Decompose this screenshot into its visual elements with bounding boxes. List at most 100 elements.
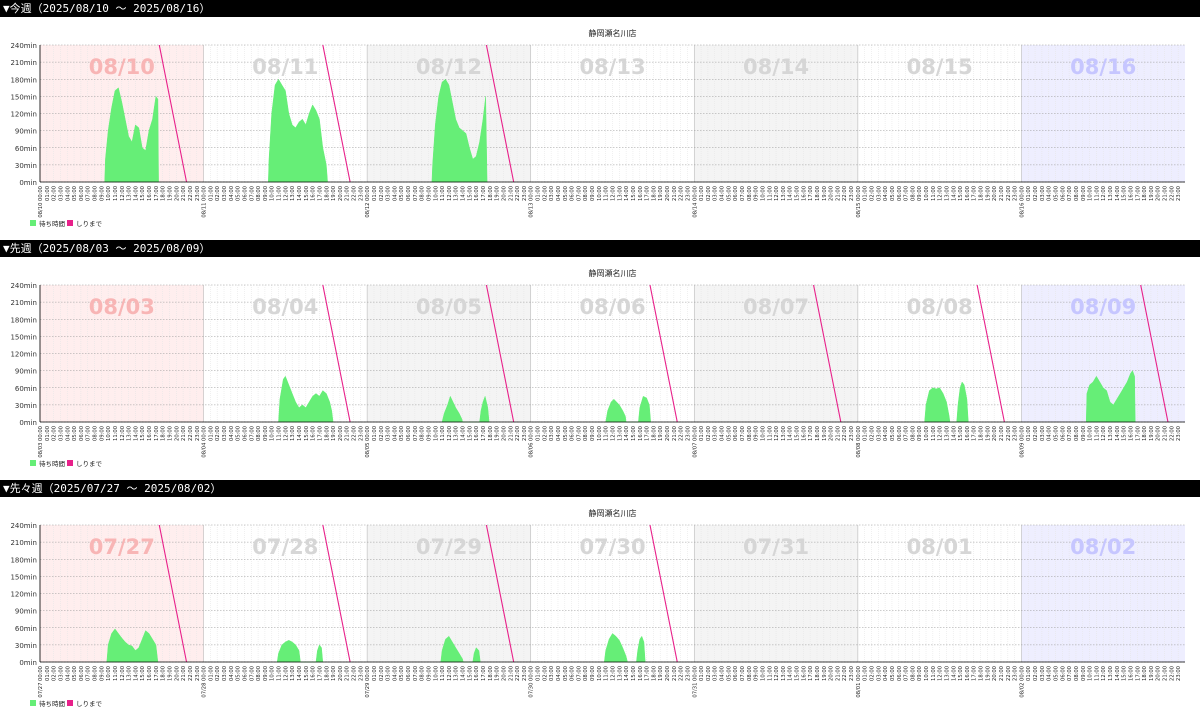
- y-tick-label: 210min: [10, 539, 37, 547]
- x-tick-label: 23:00: [849, 426, 855, 441]
- x-tick-label: 20:00: [829, 426, 835, 441]
- x-tick-label: 03:00: [386, 186, 392, 201]
- x-tick-label: 19:00: [167, 666, 173, 681]
- x-tick-label: 08:00: [420, 426, 426, 441]
- x-tick-label: 18:00: [1142, 666, 1148, 681]
- x-tick-label: 13:00: [944, 186, 950, 201]
- x-tick-label: 12:00: [1101, 666, 1107, 681]
- x-tick-label: 23:00: [849, 186, 855, 201]
- y-tick-label: 60min: [15, 145, 37, 153]
- x-tick-label: 19:00: [985, 426, 991, 441]
- x-tick-label: 22:00: [679, 426, 685, 441]
- x-tick-label: 02:00: [215, 666, 221, 681]
- y-tick-label: 240min: [10, 282, 37, 290]
- x-tick-label: 15:00: [958, 186, 964, 201]
- x-tick-label: 06:00: [406, 426, 412, 441]
- x-tick-label: 20:00: [665, 426, 671, 441]
- x-tick-label: 08/11 00:00: [202, 186, 208, 218]
- x-tick-label: 20:00: [829, 186, 835, 201]
- x-tick-label: 11:00: [440, 666, 446, 681]
- x-tick-label: 15:00: [304, 186, 310, 201]
- x-tick-label: 07/28 00:00: [202, 666, 208, 698]
- y-tick-label: 150min: [10, 573, 37, 581]
- x-tick-label: 06:00: [1060, 426, 1066, 441]
- x-tick-label: 10:00: [270, 666, 276, 681]
- x-tick-label: 04:00: [392, 666, 398, 681]
- x-tick-label: 08/06 00:00: [529, 426, 535, 458]
- y-tick-label: 120min: [10, 591, 37, 599]
- x-tick-label: 11:00: [1094, 666, 1100, 681]
- x-tick-label: 23:00: [685, 426, 691, 441]
- x-tick-label: 06:00: [79, 186, 85, 201]
- x-tick-label: 03:00: [58, 666, 64, 681]
- section-header: ▼先週（2025/08/03 ～ 2025/08/09）: [0, 240, 1200, 257]
- x-tick-label: 11:00: [113, 426, 119, 441]
- x-tick-label: 16:00: [147, 186, 153, 201]
- y-tick-label: 210min: [10, 299, 37, 307]
- x-tick-label: 15:00: [467, 186, 473, 201]
- x-tick-label: 13:00: [127, 666, 133, 681]
- x-tick-label: 13:00: [454, 666, 460, 681]
- x-tick-label: 07:00: [86, 666, 92, 681]
- x-tick-label: 06:00: [570, 426, 576, 441]
- x-tick-label: 22:00: [1169, 186, 1175, 201]
- x-tick-label: 02:00: [1033, 666, 1039, 681]
- x-tick-label: 22:00: [842, 666, 848, 681]
- x-tick-label: 18:00: [488, 426, 494, 441]
- x-tick-label: 06:00: [570, 186, 576, 201]
- x-tick-label: 10:00: [597, 186, 603, 201]
- x-tick-label: 05:00: [236, 186, 242, 201]
- x-tick-label: 23:00: [1013, 666, 1019, 681]
- x-tick-label: 02:00: [215, 186, 221, 201]
- until-line: [322, 45, 351, 182]
- x-tick-label: 08:00: [583, 186, 589, 201]
- x-tick-label: 05:00: [236, 666, 242, 681]
- day-label: 07/29: [416, 535, 482, 559]
- x-tick-label: 03:00: [58, 426, 64, 441]
- x-tick-label: 16:00: [638, 666, 644, 681]
- day-label: 07/31: [743, 535, 809, 559]
- x-tick-label: 03:00: [1040, 666, 1046, 681]
- x-tick-label: 06:00: [733, 186, 739, 201]
- x-tick-label: 06:00: [406, 186, 412, 201]
- x-tick-label: 12:00: [283, 666, 289, 681]
- x-tick-label: 01:00: [699, 186, 705, 201]
- x-tick-label: 06:00: [733, 426, 739, 441]
- x-tick-label: 23:00: [195, 666, 201, 681]
- x-tick-label: 12:00: [611, 426, 617, 441]
- x-tick-label: 05:00: [1054, 186, 1060, 201]
- x-tick-label: 22:00: [1169, 666, 1175, 681]
- x-tick-label: 01:00: [372, 426, 378, 441]
- x-tick-label: 17:00: [317, 186, 323, 201]
- x-tick-label: 10:00: [106, 426, 112, 441]
- x-tick-label: 04:00: [392, 426, 398, 441]
- x-tick-label: 11:00: [1094, 426, 1100, 441]
- x-tick-label: 23:00: [1013, 186, 1019, 201]
- x-tick-label: 14:00: [133, 666, 139, 681]
- x-tick-label: 10:00: [270, 426, 276, 441]
- x-tick-label: 13:00: [290, 426, 296, 441]
- x-tick-label: 04:00: [65, 186, 71, 201]
- x-tick-label: 13:00: [1108, 186, 1114, 201]
- until-line: [322, 285, 351, 422]
- x-tick-label: 10:00: [760, 666, 766, 681]
- x-tick-label: 06:00: [897, 426, 903, 441]
- x-tick-label: 19:00: [1149, 426, 1155, 441]
- x-tick-label: 08:00: [910, 186, 916, 201]
- x-tick-label: 15:00: [140, 666, 146, 681]
- x-tick-label: 02:00: [379, 426, 385, 441]
- x-tick-label: 13:00: [1108, 666, 1114, 681]
- x-tick-label: 18:00: [161, 186, 167, 201]
- x-tick-label: 12:00: [447, 426, 453, 441]
- x-tick-label: 13:00: [781, 666, 787, 681]
- x-tick-label: 15:00: [795, 186, 801, 201]
- y-tick-label: 0min: [19, 179, 37, 187]
- x-tick-label: 12:00: [938, 186, 944, 201]
- x-tick-label: 09:00: [917, 426, 923, 441]
- section-header: ▼今週（2025/08/10 ～ 2025/08/16）: [0, 0, 1200, 17]
- x-tick-label: 04:00: [65, 666, 71, 681]
- x-tick-label: 02:00: [52, 426, 58, 441]
- x-tick-label: 08/05 00:00: [365, 426, 371, 458]
- day-label: 08/06: [579, 295, 645, 319]
- x-tick-label: 13:00: [454, 426, 460, 441]
